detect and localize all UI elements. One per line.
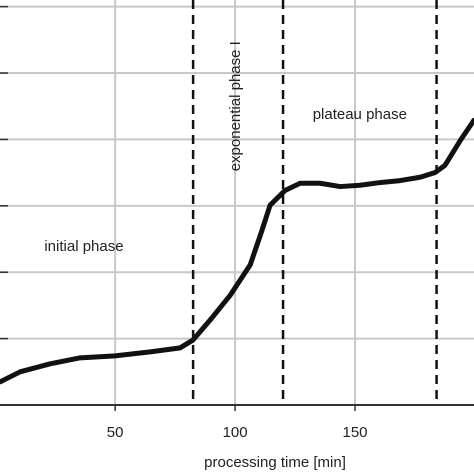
annotation: plateau phase [313,106,407,123]
data-line [0,117,474,385]
x-tick-label: 50 [107,424,124,441]
annotation: exponential phase I [227,41,244,171]
annotation: initial phase [44,238,123,255]
x-axis-label: processing time [min] [204,454,346,471]
x-tick-label: 100 [223,424,248,441]
x-tick-label: 150 [343,424,368,441]
